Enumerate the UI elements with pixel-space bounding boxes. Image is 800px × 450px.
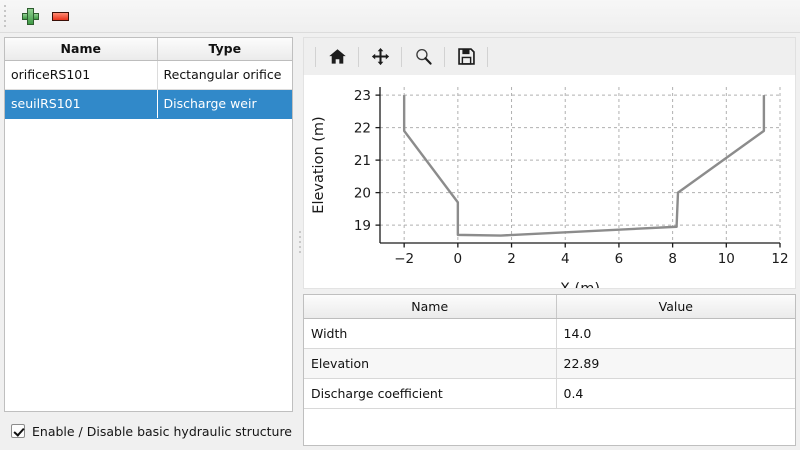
structure-name[interactable]: seuilRS101 <box>5 89 158 119</box>
svg-text:0: 0 <box>454 251 463 267</box>
cross-section-plot[interactable]: 19 20 21 22 23 −2 0 2 4 6 8 10 12 Elevation (m) X (m) <box>303 75 797 289</box>
structures-pane: Name Type orificeRS101 Rectangular orifi… <box>0 33 297 450</box>
structures-list[interactable]: Name Type orificeRS101 Rectangular orifi… <box>4 37 293 412</box>
home-icon <box>328 49 346 64</box>
table-row[interactable]: Discharge coefficient 0.4 <box>304 378 796 409</box>
toolbar-drag-handle[interactable] <box>4 5 12 27</box>
svg-text:X (m): X (m) <box>560 281 600 289</box>
svg-text:20: 20 <box>354 186 371 202</box>
add-structure-button[interactable] <box>15 3 45 29</box>
property-value[interactable]: 0.4 <box>556 378 796 409</box>
properties-table: Name Value Width 14.0 Elevation 22.89 <box>304 295 796 409</box>
properties-empty-area <box>304 408 796 445</box>
svg-text:22: 22 <box>354 121 371 137</box>
svg-text:−2: −2 <box>394 251 414 267</box>
svg-text:6: 6 <box>615 251 624 267</box>
structures-table: Name Type orificeRS101 Rectangular orifi… <box>5 38 292 119</box>
table-row[interactable]: Width 14.0 <box>304 318 796 349</box>
property-name: Elevation <box>304 348 557 379</box>
zoom-icon <box>415 48 432 65</box>
pan-icon <box>371 47 389 66</box>
save-icon <box>457 48 475 65</box>
svg-text:12: 12 <box>771 251 788 267</box>
enable-structure-checkbox[interactable] <box>11 424 25 438</box>
properties-col-value[interactable]: Value <box>556 295 796 319</box>
plot-save-button[interactable] <box>450 42 482 72</box>
svg-text:4: 4 <box>561 251 570 267</box>
property-value[interactable]: 22.89 <box>556 348 796 379</box>
structures-col-type[interactable]: Type <box>157 38 292 61</box>
svg-text:21: 21 <box>354 153 371 169</box>
plus-icon <box>21 7 39 25</box>
structure-name[interactable]: orificeRS101 <box>5 60 158 90</box>
structure-type[interactable]: Rectangular orifice <box>157 60 292 90</box>
main-split: Name Type orificeRS101 Rectangular orifi… <box>0 33 800 450</box>
svg-text:8: 8 <box>668 251 677 267</box>
remove-structure-button[interactable] <box>45 3 75 29</box>
table-row[interactable]: Elevation 22.89 <box>304 348 796 379</box>
plot-zoom-button[interactable] <box>407 42 439 72</box>
minus-icon <box>51 11 69 21</box>
property-name: Discharge coefficient <box>304 378 557 409</box>
properties-col-name[interactable]: Name <box>304 295 557 319</box>
svg-text:2: 2 <box>507 251 516 267</box>
table-row[interactable]: orificeRS101 Rectangular orifice <box>5 60 292 90</box>
detail-pane: 19 20 21 22 23 −2 0 2 4 6 8 10 12 Elevation (m) X (m) … <box>303 33 800 450</box>
structures-header-row: Name Type <box>5 38 292 61</box>
property-name: Width <box>304 318 557 349</box>
svg-text:10: 10 <box>718 251 735 267</box>
properties-panel: Name Value Width 14.0 Elevation 22.89 <box>303 294 797 446</box>
enable-structure-row[interactable]: Enable / Disable basic hydraulic structu… <box>4 412 293 450</box>
enable-structure-label: Enable / Disable basic hydraulic structu… <box>32 423 292 439</box>
svg-text:19: 19 <box>354 218 371 234</box>
plot-navigation-toolbar <box>303 37 797 75</box>
plot-pan-button[interactable] <box>364 42 396 72</box>
svg-text:23: 23 <box>354 88 371 104</box>
properties-header-row: Name Value <box>304 295 796 319</box>
structures-list-empty-area[interactable] <box>5 118 292 411</box>
plot-home-button[interactable] <box>321 42 353 72</box>
svg-text:Elevation (m): Elevation (m) <box>311 116 327 213</box>
table-row[interactable]: seuilRS101 Discharge weir <box>5 89 292 119</box>
structures-toolbar <box>0 0 800 33</box>
structure-type[interactable]: Discharge weir <box>157 89 292 119</box>
property-value[interactable]: 14.0 <box>556 318 796 349</box>
structures-col-name[interactable]: Name <box>5 38 158 61</box>
cross-section-chart: 19 20 21 22 23 −2 0 2 4 6 8 10 12 Elevation (m) X (m) <box>311 87 789 289</box>
pane-splitter[interactable] <box>297 33 303 450</box>
